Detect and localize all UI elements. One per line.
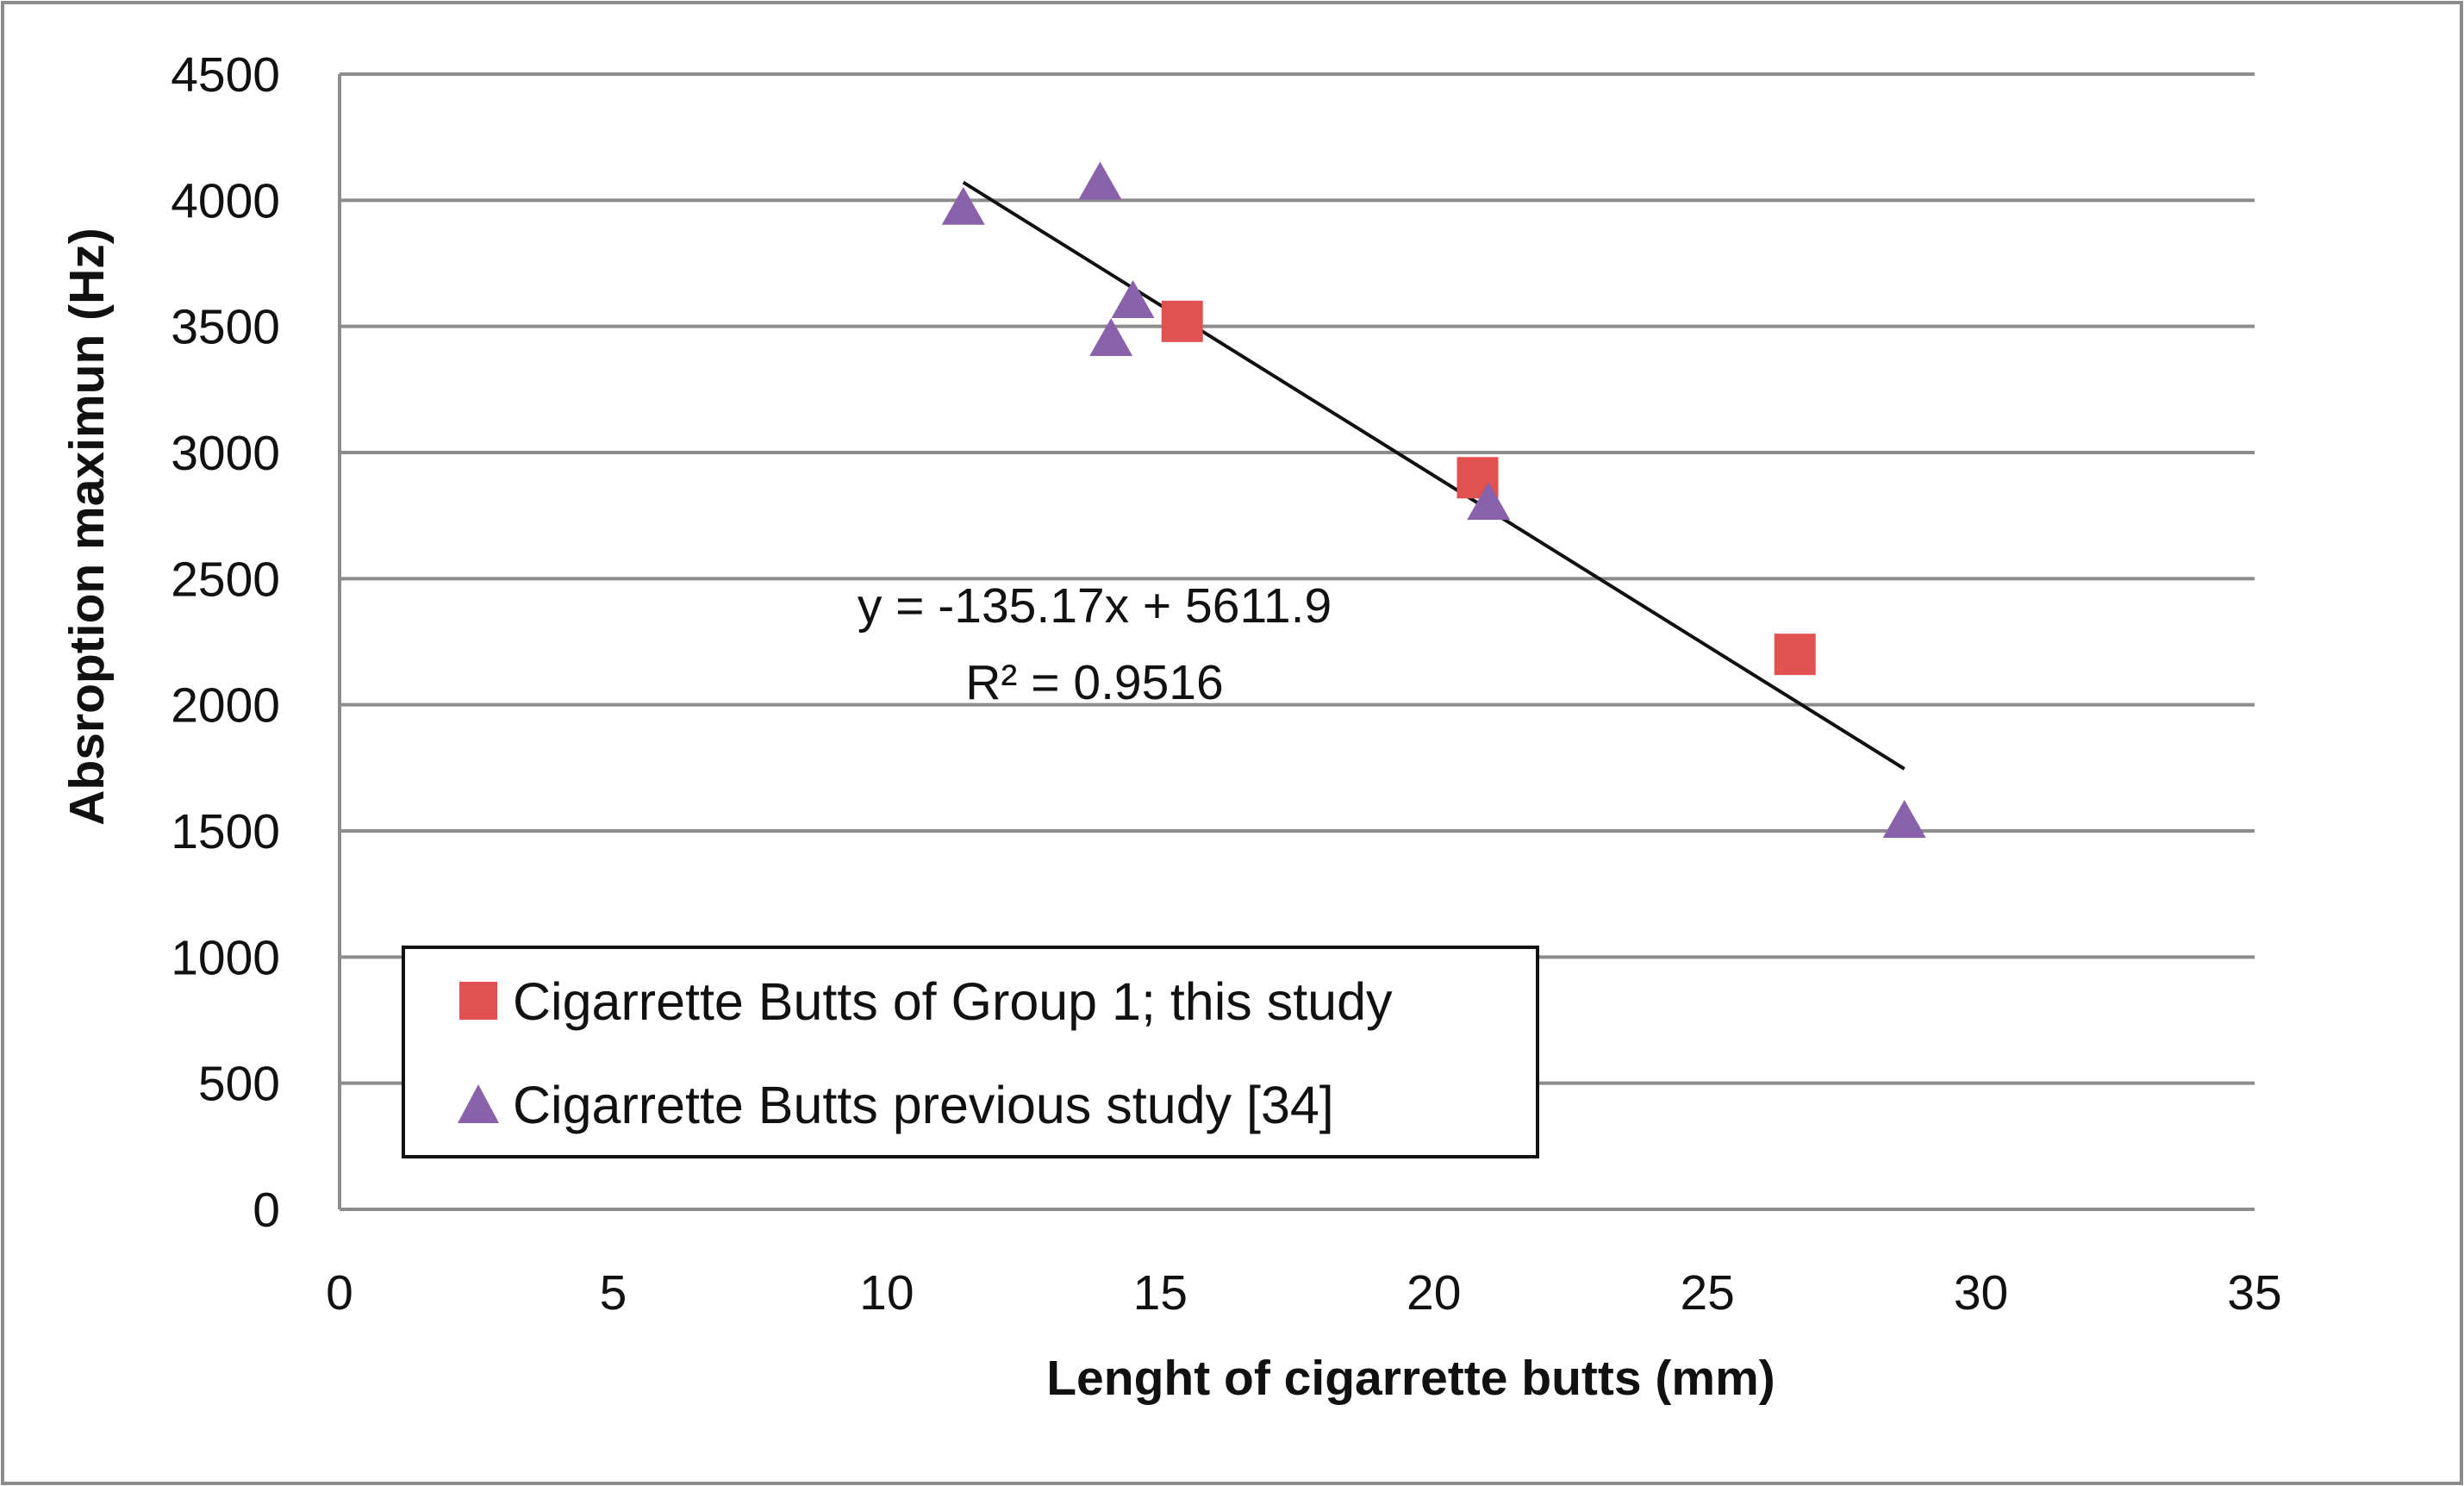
y-tick-label: 2500 xyxy=(171,552,280,607)
x-tick-label: 20 xyxy=(1407,1265,1461,1321)
y-tick-label: 1000 xyxy=(171,930,280,985)
point-previous-study-2 xyxy=(1111,280,1155,319)
x-tick-label: 0 xyxy=(326,1265,353,1321)
point-previous-study-5 xyxy=(1882,799,1926,838)
y-tick-label: 4500 xyxy=(171,47,280,103)
y-axis-title: Absroption maximun (Hz) xyxy=(59,228,115,826)
y-tick-label: 3000 xyxy=(171,426,280,481)
x-tick-label: 30 xyxy=(1954,1265,2008,1321)
y-tick-label: 3500 xyxy=(171,300,280,355)
x-tick-label: 25 xyxy=(1680,1265,1734,1321)
legend-marker-triangle xyxy=(458,1084,499,1123)
legend-label-previous-study: Cigarrette Butts previous study [34] xyxy=(513,1076,1334,1134)
point-previous-study-0 xyxy=(941,186,985,225)
x-axis-title: Lenght of cigarrette butts (mm) xyxy=(1046,1351,1775,1406)
y-tick-label: 500 xyxy=(198,1057,280,1112)
y-axis-tick-labels: 0 500 1000 1500 2000 2500 3000 3500 4000 4500 xyxy=(171,47,280,1238)
y-tick-label: 2000 xyxy=(171,678,280,734)
y-tick-label: 0 xyxy=(253,1183,280,1238)
x-tick-label: 5 xyxy=(600,1265,627,1321)
x-axis-tick-labels: 0 5 10 15 20 25 30 35 xyxy=(326,1265,2282,1321)
x-tick-label: 15 xyxy=(1133,1265,1188,1321)
x-tick-label: 35 xyxy=(2227,1265,2281,1321)
trendline-r-squared: R² = 0.9516 xyxy=(965,655,1223,710)
trendline xyxy=(962,180,1906,771)
point-previous-study-3 xyxy=(1089,317,1133,356)
axes xyxy=(338,74,2255,1211)
point-previous-study-4 xyxy=(1467,482,1511,521)
legend-label-this-study: Cigarrette Butts of Group 1; this study xyxy=(513,972,1393,1031)
data-points xyxy=(941,161,1926,838)
legend-box xyxy=(402,946,1539,1158)
trendline-equation: y = -135.17x + 5611.9 xyxy=(858,578,1332,634)
x-tick-label: 10 xyxy=(859,1265,914,1321)
legend: Cigarrette Butts of Group 1; this study … xyxy=(402,946,1539,1158)
y-tick-label: 1500 xyxy=(171,804,280,859)
point-group1-2 xyxy=(1774,634,1816,676)
point-group1-0 xyxy=(1161,300,1203,342)
trendline-group xyxy=(962,180,1906,771)
legend-marker-square xyxy=(459,982,497,1020)
y-tick-label: 4000 xyxy=(171,173,280,228)
point-previous-study-1 xyxy=(1078,161,1122,200)
